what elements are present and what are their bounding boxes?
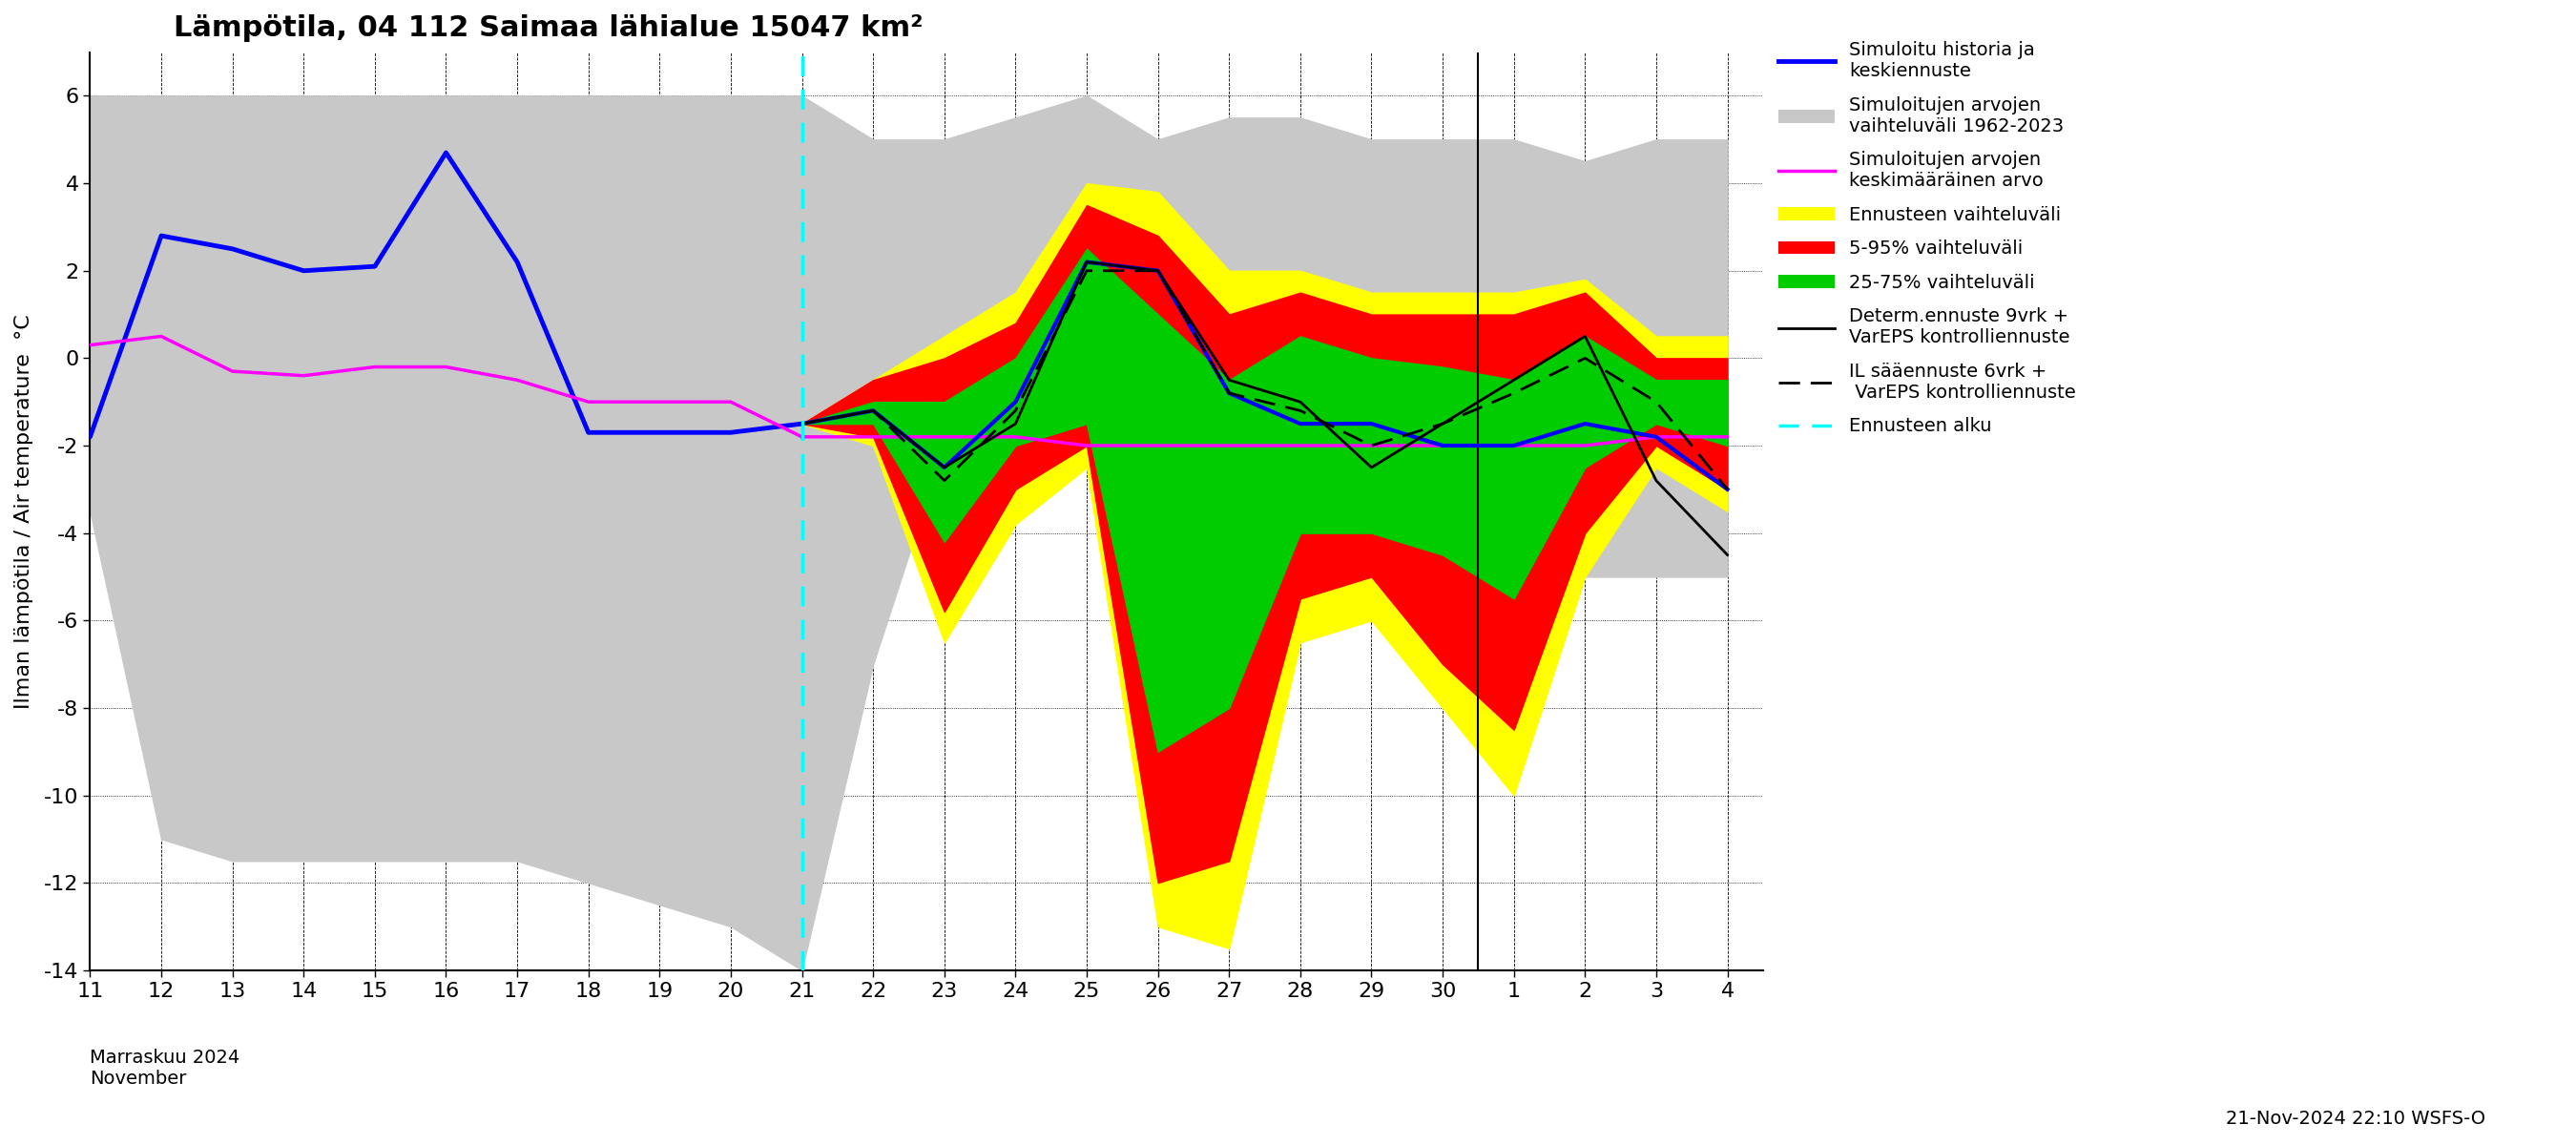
- Text: Marraskuu 2024
November: Marraskuu 2024 November: [90, 1049, 240, 1088]
- Y-axis label: Ilman lämpötila / Air temperature  °C: Ilman lämpötila / Air temperature °C: [15, 314, 33, 709]
- Text: 21-Nov-2024 22:10 WSFS-O: 21-Nov-2024 22:10 WSFS-O: [2226, 1111, 2486, 1128]
- Legend: Simuloitu historia ja
keskiennuste, Simuloitujen arvojen
vaihteluväli 1962-2023,: Simuloitu historia ja keskiennuste, Simu…: [1772, 34, 2084, 443]
- Text: Lämpötila, 04 112 Saimaa lähialue 15047 km²: Lämpötila, 04 112 Saimaa lähialue 15047 …: [173, 14, 922, 42]
